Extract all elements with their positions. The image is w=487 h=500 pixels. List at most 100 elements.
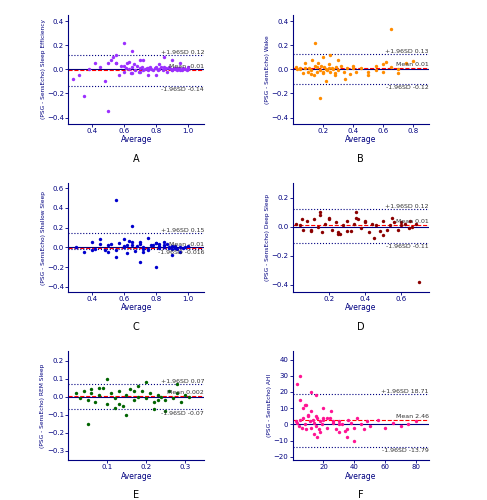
- Point: [72, 244, 80, 252]
- Point: [316, 94, 324, 102]
- Point: [136, 56, 144, 64]
- Point: [381, 424, 389, 432]
- Point: [394, 69, 402, 77]
- Point: [308, 56, 316, 64]
- Point: [295, 422, 302, 430]
- Point: [104, 108, 112, 116]
- Point: [305, 64, 313, 72]
- Point: [112, 196, 120, 204]
- Point: [310, 418, 318, 426]
- Point: [173, 64, 181, 72]
- Point: [297, 396, 304, 404]
- Point: [318, 228, 325, 236]
- Point: [332, 218, 340, 226]
- Point: [293, 66, 301, 74]
- Point: [88, 389, 95, 397]
- Point: [352, 214, 360, 222]
- Point: [349, 64, 357, 72]
- Point: [354, 216, 362, 224]
- Point: [171, 244, 179, 252]
- Point: [139, 248, 147, 256]
- Point: [407, 217, 414, 225]
- Point: [88, 238, 96, 246]
- Point: [112, 253, 120, 261]
- Point: [148, 242, 155, 250]
- Point: [115, 388, 123, 396]
- Point: [80, 388, 88, 396]
- Point: [144, 246, 152, 254]
- Point: [107, 389, 115, 397]
- Point: [175, 64, 183, 72]
- Y-axis label: (PSG - SensEcho) Deep Sleep: (PSG - SensEcho) Deep Sleep: [265, 194, 270, 281]
- Text: +1.96SD 0.07: +1.96SD 0.07: [161, 379, 204, 384]
- Point: [365, 228, 373, 236]
- Point: [306, 417, 314, 425]
- Point: [92, 398, 99, 406]
- Point: [319, 53, 327, 61]
- Point: [303, 217, 311, 225]
- Point: [316, 211, 324, 219]
- Text: +1.96SD 18.71: +1.96SD 18.71: [381, 389, 429, 394]
- Point: [169, 56, 176, 64]
- Point: [165, 64, 173, 72]
- Point: [334, 230, 342, 238]
- Point: [402, 59, 410, 67]
- Point: [160, 63, 168, 71]
- Point: [96, 236, 104, 244]
- Point: [176, 59, 184, 67]
- Point: [167, 66, 174, 74]
- Point: [143, 64, 150, 72]
- Point: [176, 248, 184, 256]
- Point: [128, 222, 136, 230]
- Point: [292, 417, 300, 425]
- Point: [169, 66, 176, 74]
- Point: [369, 220, 376, 228]
- Point: [335, 420, 343, 428]
- Point: [109, 53, 117, 61]
- Point: [160, 244, 168, 252]
- Point: [326, 68, 334, 76]
- Y-axis label: (PSG - SensEcho) Wake: (PSG - SensEcho) Wake: [265, 35, 270, 103]
- Point: [302, 425, 310, 433]
- Point: [112, 246, 120, 254]
- Point: [372, 62, 379, 70]
- Point: [326, 51, 334, 59]
- Point: [297, 416, 304, 424]
- Point: [322, 66, 330, 74]
- Point: [307, 70, 315, 78]
- Point: [185, 392, 192, 400]
- Text: Mean 2.46: Mean 2.46: [395, 414, 429, 419]
- Point: [150, 64, 158, 72]
- Point: [95, 384, 103, 392]
- Text: Mean 0.01: Mean 0.01: [396, 62, 429, 67]
- Point: [92, 59, 99, 67]
- Point: [394, 66, 402, 74]
- Point: [173, 380, 181, 388]
- Point: [374, 416, 381, 424]
- Point: [364, 72, 372, 80]
- Point: [176, 66, 184, 74]
- Point: [394, 226, 402, 234]
- Point: [296, 66, 304, 74]
- Point: [181, 391, 188, 399]
- Point: [103, 400, 111, 408]
- Point: [318, 62, 325, 70]
- Point: [115, 240, 123, 248]
- Point: [301, 420, 309, 428]
- Point: [344, 416, 352, 424]
- Y-axis label: (PSG - SensEcho) REM Sleep: (PSG - SensEcho) REM Sleep: [40, 364, 45, 448]
- Point: [112, 59, 120, 67]
- Point: [133, 242, 141, 250]
- Point: [338, 420, 346, 428]
- Point: [173, 389, 181, 397]
- Point: [169, 252, 176, 260]
- Point: [415, 278, 423, 285]
- Point: [149, 66, 157, 74]
- Y-axis label: (PSG - SensEcho) Shallow Sleep: (PSG - SensEcho) Shallow Sleep: [40, 190, 46, 284]
- Point: [311, 62, 319, 70]
- Point: [412, 220, 420, 228]
- Point: [142, 378, 150, 386]
- Point: [161, 396, 169, 404]
- Point: [160, 66, 168, 74]
- Point: [171, 66, 179, 74]
